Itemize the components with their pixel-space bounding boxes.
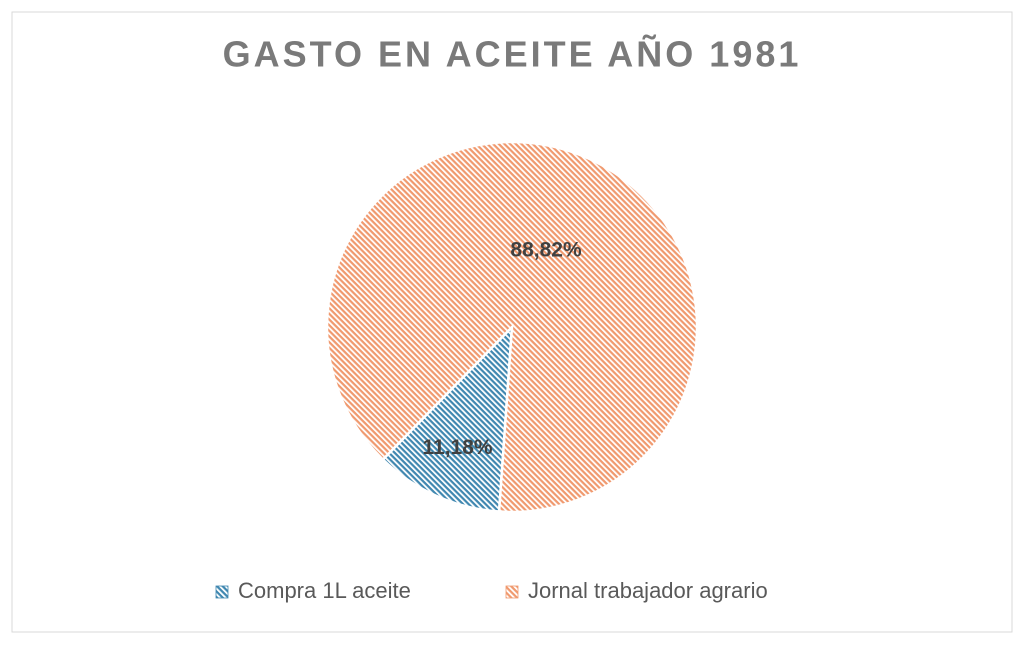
pie-slice: [325, 140, 699, 514]
data-label: 88,82%: [510, 239, 582, 262]
legend-swatch: [505, 585, 519, 599]
legend-swatch: [215, 585, 229, 599]
chart-title: GASTO EN ACEITE AÑO 1981: [223, 33, 802, 75]
pie-slice: [381, 323, 514, 513]
legend-label: Compra 1L aceite: [238, 578, 411, 603]
legend-label: Jornal trabajador agrario: [528, 578, 768, 603]
data-label: 11,18%: [423, 436, 493, 459]
